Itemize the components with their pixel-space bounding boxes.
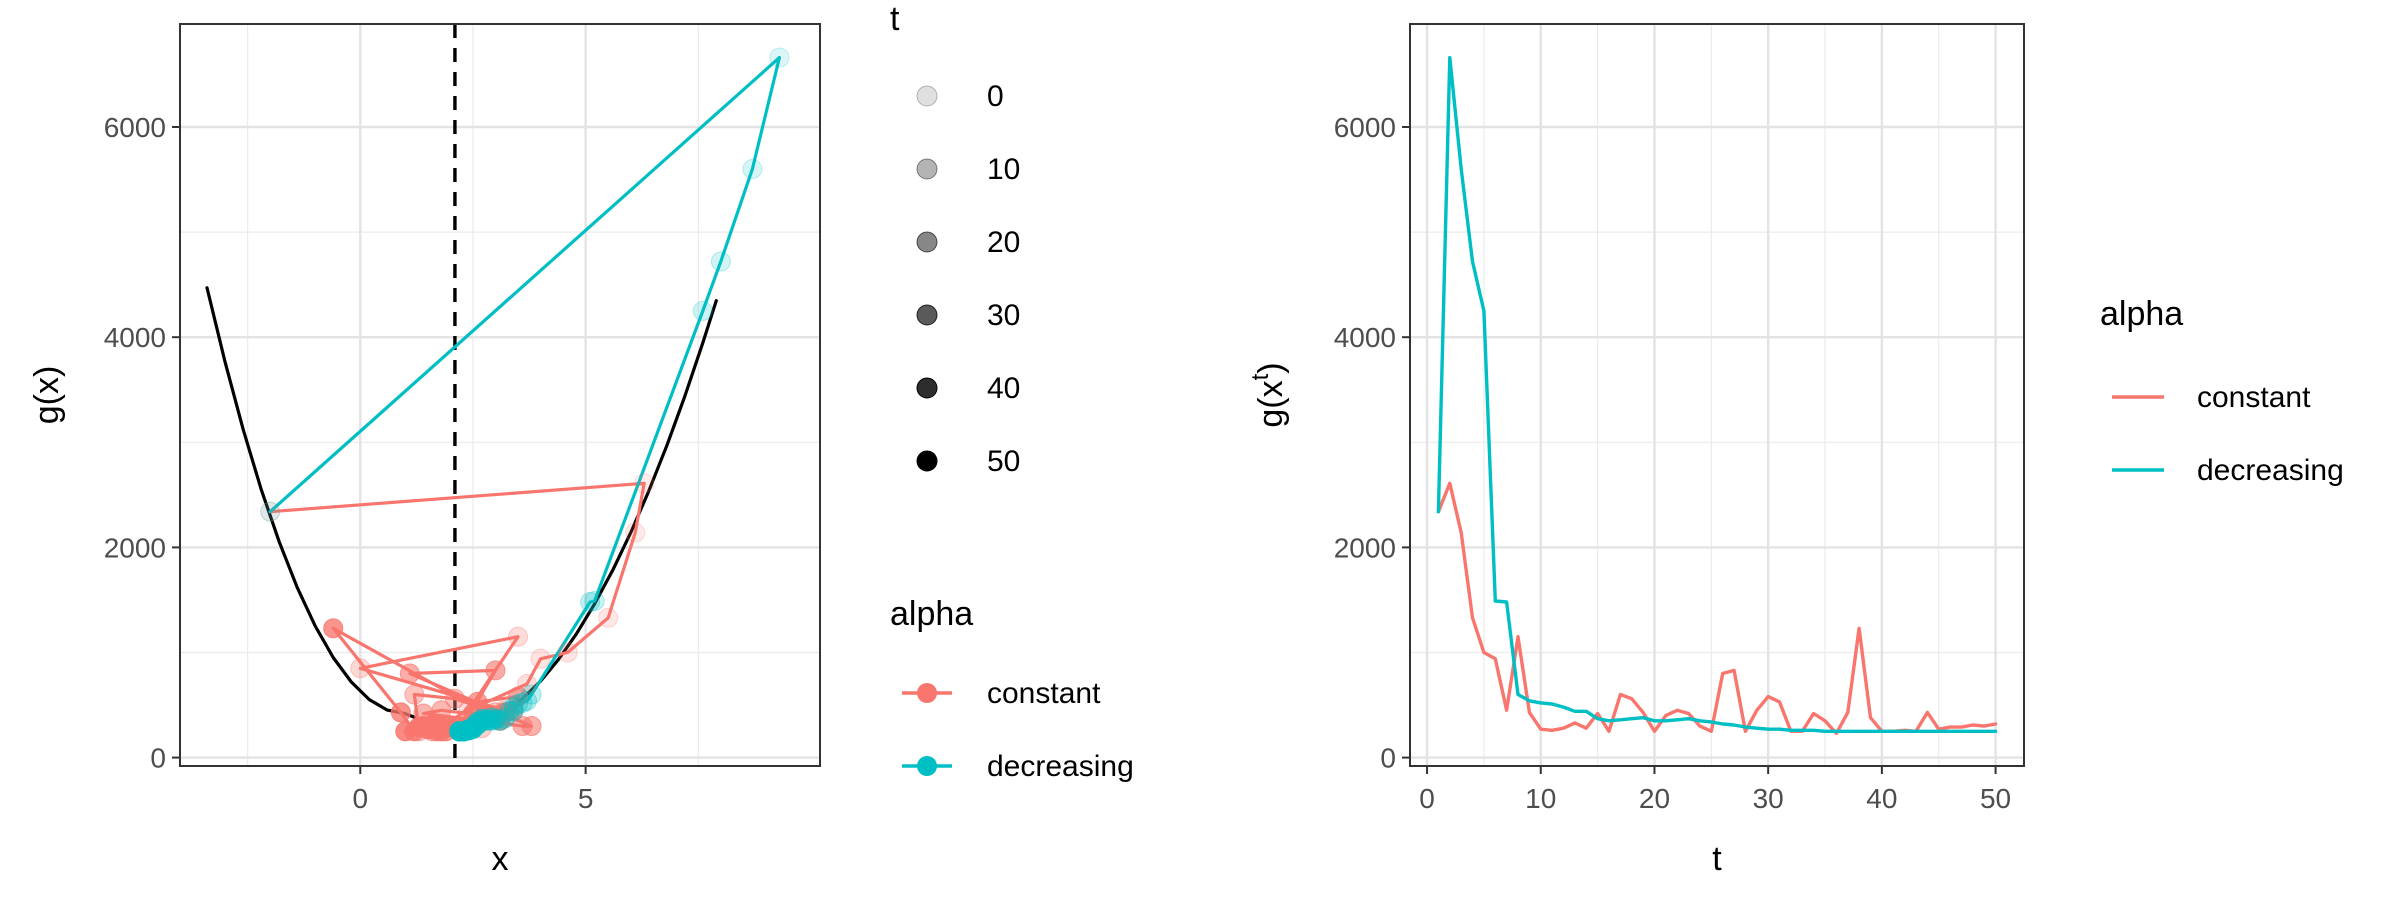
point-constant — [508, 626, 529, 647]
right-x-tick-label: 10 — [1525, 783, 1556, 814]
point-decreasing — [710, 251, 731, 272]
legend-t-label: 50 — [987, 445, 1020, 478]
legend-t-label: 20 — [987, 226, 1020, 259]
point-constant — [399, 663, 420, 684]
legend-t-label: 10 — [987, 153, 1020, 186]
left-y-tick-label: 4000 — [104, 322, 166, 353]
left-x-axis-label: x — [492, 840, 509, 878]
legend-t-key — [916, 231, 938, 253]
point-constant — [323, 618, 344, 639]
left-panel: 0 5 0 2000 4000 6000 x g(x) — [28, 23, 821, 878]
right-y-axis-label-suffix: ) — [1252, 362, 1290, 373]
right-x-tick-label: 40 — [1866, 783, 1897, 814]
legend-t-key — [916, 158, 938, 180]
series-decreasing — [1436, 55, 1998, 733]
right-y-tick-label: 6000 — [1334, 112, 1396, 143]
legend-alpha-left-label: constant — [987, 677, 1101, 710]
point-decreasing — [449, 721, 470, 742]
legend-alpha-right-label: decreasing — [2197, 454, 2344, 487]
point-decreasing — [742, 159, 763, 180]
right-grid — [1410, 24, 2024, 766]
point-decreasing — [260, 501, 281, 522]
left-y-axis-label: g(x) — [28, 366, 66, 425]
legend-alpha-left-title: alpha — [890, 595, 973, 633]
right-y-axis-label: g(xt) — [1247, 362, 1290, 427]
legend-alpha-left-point — [917, 683, 937, 703]
legend-alpha-left-point — [917, 756, 937, 776]
legend-t-label: 40 — [987, 372, 1020, 405]
point-decreasing — [521, 684, 542, 705]
point-constant — [350, 658, 371, 679]
legend-alpha-right-items: constant decreasing — [2112, 381, 2344, 487]
left-y-tick-label: 2000 — [104, 532, 166, 563]
point-constant — [557, 642, 578, 663]
right-y-tick-label: 4000 — [1334, 322, 1396, 353]
right-x-tick-label: 30 — [1753, 783, 1784, 814]
point-decreasing — [580, 592, 601, 613]
point-decreasing — [692, 300, 713, 321]
right-y-axis-label-sup: t — [1247, 373, 1274, 380]
point-constant — [485, 660, 506, 681]
point-decreasing — [584, 590, 605, 611]
legend-t-items: 0 10 20 30 40 50 — [916, 80, 1020, 478]
right-plot-border — [1409, 23, 2025, 767]
left-y-tick-label: 0 — [150, 743, 166, 774]
point-constant — [625, 522, 646, 543]
legend-alpha-right-title: alpha — [2100, 295, 2183, 333]
svg-text:g(xt): g(xt) — [1247, 362, 1290, 427]
left-data-layer — [205, 24, 790, 766]
point-constant — [634, 473, 655, 494]
right-x-tick-label: 20 — [1639, 783, 1670, 814]
point-decreasing — [517, 690, 538, 711]
point-constant — [598, 607, 619, 628]
legend-alpha-left-items: constant decreasing — [902, 677, 1134, 783]
left-plot-background — [180, 24, 820, 766]
legend-alpha-left: alpha constant decreasing — [890, 595, 1134, 783]
right-y-tick-label: 0 — [1380, 743, 1396, 774]
right-y-axis-label-main: g(x — [1252, 380, 1290, 427]
legend-t-key — [916, 85, 938, 107]
right-x-tick-label: 50 — [1980, 783, 2011, 814]
legend-t-title: t — [890, 0, 900, 38]
left-axes: 0 5 0 2000 4000 6000 — [104, 112, 594, 814]
point-constant — [426, 713, 447, 734]
point-constant — [508, 686, 529, 707]
point-constant — [260, 501, 281, 522]
point-decreasing — [503, 697, 524, 718]
legend-t-key — [916, 450, 938, 472]
legend-alpha-left-label: decreasing — [987, 750, 1134, 783]
point-decreasing — [508, 693, 529, 714]
left-x-tick-label: 5 — [578, 783, 594, 814]
point-decreasing — [512, 692, 533, 713]
point-constant — [404, 684, 425, 705]
point-decreasing — [769, 47, 790, 68]
legend-alpha-right-label: constant — [2197, 381, 2311, 414]
right-data-layer — [1436, 55, 1998, 736]
left-grid — [180, 24, 820, 766]
point-constant — [390, 702, 411, 723]
legend-t: t 0 10 20 30 40 50 — [890, 0, 1020, 478]
right-y-tick-label: 2000 — [1334, 532, 1396, 563]
legend-t-label: 30 — [987, 299, 1020, 332]
right-axes: 0 10 20 30 40 50 0 2000 4000 6000 — [1334, 112, 2011, 814]
left-y-tick-label: 6000 — [104, 112, 166, 143]
legend-t-key — [916, 304, 938, 326]
legend-alpha-right: alpha constant decreasing — [2100, 295, 2344, 487]
right-x-tick-label: 0 — [1419, 783, 1435, 814]
point-decreasing — [503, 701, 524, 722]
point-constant — [521, 716, 542, 737]
right-plot-background — [1410, 24, 2024, 766]
legend-t-key — [916, 377, 938, 399]
right-x-axis-label: t — [1712, 840, 1722, 878]
legend-t-label: 0 — [987, 80, 1004, 113]
point-constant — [444, 688, 465, 709]
left-x-tick-label: 0 — [352, 783, 368, 814]
point-constant — [530, 648, 551, 669]
left-plot-border — [179, 23, 821, 767]
